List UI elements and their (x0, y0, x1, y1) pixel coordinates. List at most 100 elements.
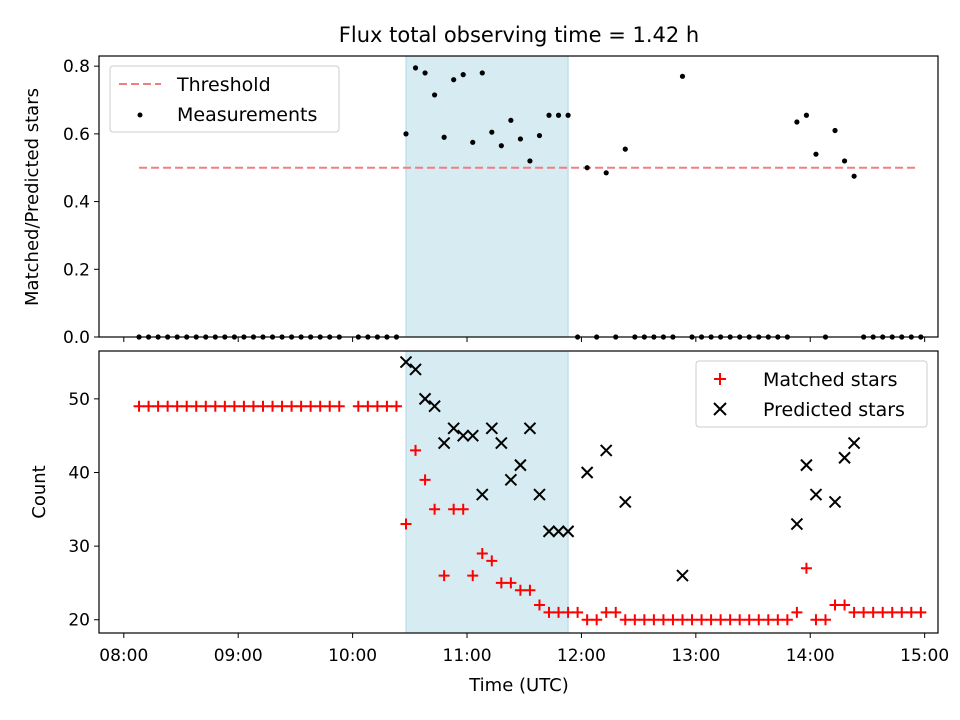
matched-star-point (333, 400, 345, 412)
bottom-x-tick-label: 10:00 (328, 646, 377, 666)
top-y-tick-label: 0.0 (63, 328, 90, 348)
measurement-point (803, 112, 810, 118)
matched-star-point (267, 400, 279, 412)
matched-star-point (152, 400, 164, 412)
matched-star-point (724, 614, 736, 626)
bottom-x-ticks: 08:00 09:00 10:00 11:00 12:00 13:00 14:00 15:00 (99, 633, 949, 666)
matched-star-point (505, 577, 517, 589)
matched-star-point (686, 614, 698, 626)
measurement-point (679, 73, 686, 79)
matched-star-point (619, 614, 631, 626)
matched-star-point (352, 400, 364, 412)
top-panel: 0.00.20.40.60.8 Matched/Predicted stars … (22, 55, 939, 348)
bottom-x-tick-label: 12:00 (557, 646, 606, 666)
measurement-point (498, 143, 504, 149)
predicted-star-point (676, 569, 689, 582)
matched-star-point (600, 606, 612, 618)
matched-legend-marker (714, 373, 726, 385)
measurement-point (622, 146, 628, 152)
measurement-point (536, 132, 543, 139)
matched-star-point (715, 614, 727, 626)
predicted-star-point (399, 355, 413, 369)
predicted-legend-label: Predicted stars (763, 399, 905, 421)
matched-star-point (324, 400, 336, 412)
matched-star-point (572, 606, 584, 618)
matched-star-point (886, 606, 898, 618)
bottom-x-axis-label: Time (UTC) (468, 675, 569, 696)
top-y-tick-label: 0.6 (63, 125, 90, 145)
measurements-legend-marker (137, 112, 143, 118)
predicted-star-point (552, 525, 565, 538)
predicted-star-point (437, 436, 451, 450)
measurement-point (546, 112, 552, 118)
predicted-star-point (800, 458, 813, 472)
matched-star-point (524, 584, 536, 596)
predicted-star-point (838, 451, 851, 464)
matched-star-point (495, 577, 507, 589)
predicted-star-point (447, 422, 460, 435)
measurements-legend-label: Measurements (177, 104, 317, 126)
matched-star-point (486, 555, 498, 567)
measurement-point (565, 112, 571, 118)
matched-star-point (915, 606, 927, 618)
chart-title: Flux total observing time = 1.42 h (339, 23, 699, 47)
bottom-x-tick-label: 08:00 (99, 646, 148, 666)
matched-star-point (676, 614, 688, 626)
matched-star-point (896, 606, 908, 618)
matched-star-point (476, 547, 488, 559)
top-legend-box (109, 65, 340, 133)
matched-star-point (667, 614, 679, 626)
matched-star-point (238, 400, 250, 412)
measurement-point (508, 117, 514, 123)
top-x-ticks (123, 337, 926, 342)
predicted-star-point (418, 392, 432, 406)
matched-star-point (610, 606, 622, 618)
matched-legend-label: Matched stars (763, 369, 897, 391)
predicted-star-point (504, 473, 518, 487)
matched-star-point (371, 400, 383, 412)
predicted-star-point (456, 429, 470, 442)
measurement-point (603, 170, 609, 176)
measurement-point (412, 65, 419, 71)
matched-star-point (181, 400, 193, 412)
measurement-point (813, 151, 819, 157)
predicted-star-point (485, 422, 499, 435)
matched-star-point (228, 400, 240, 412)
top-y-axis-label: Matched/Predicted stars (22, 88, 43, 306)
predicted-star-point (409, 363, 422, 376)
matched-star-point (457, 503, 469, 515)
measurement-point (527, 158, 533, 164)
bottom-x-tick-label: 11:00 (443, 646, 492, 666)
matched-star-point (562, 606, 574, 618)
matched-star-point (648, 614, 660, 626)
top-axes-frame (98, 55, 939, 338)
matched-star-point (314, 400, 326, 412)
matched-star-point (629, 614, 641, 626)
bottom-y-tick-label: 30 (68, 537, 90, 557)
matched-star-point (362, 400, 374, 412)
bottom-legend-box (695, 360, 928, 428)
measurement-point (584, 165, 590, 171)
predicted-star-point (466, 429, 479, 442)
predicted-star-point (476, 488, 489, 501)
bottom-x-tick-label: 09:00 (214, 646, 263, 666)
predicted-star-point (790, 517, 804, 531)
matched-star-point (171, 400, 183, 412)
matched-star-point (276, 400, 288, 412)
matched-star-point (305, 400, 317, 412)
predicted-star-point (533, 488, 546, 501)
measurement-point (517, 136, 524, 142)
bottom-y-ticks: 20 30 40 50 (68, 390, 99, 631)
predicted-star-point (828, 495, 842, 509)
matched-star-point (696, 614, 708, 626)
predicted-star-point (619, 495, 632, 509)
matched-star-point (390, 400, 402, 412)
matched-star-point (591, 614, 603, 626)
matched-star-point (514, 584, 526, 596)
bottom-x-tick-label: 15:00 (900, 646, 949, 666)
matched-star-point (791, 606, 803, 618)
matched-star-point (419, 474, 431, 486)
matched-star-point (734, 614, 746, 626)
top-y-tick-label: 0.8 (63, 57, 90, 77)
